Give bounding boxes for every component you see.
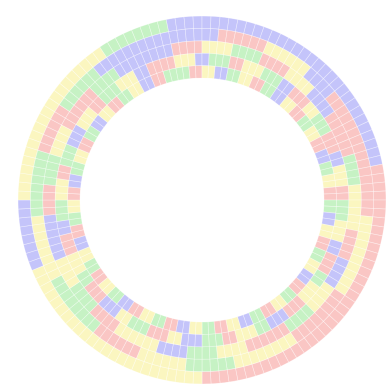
track-5-segment	[67, 205, 81, 214]
track-5-segment	[207, 321, 216, 335]
track-2-segment	[209, 358, 220, 372]
track-3-segment	[193, 40, 203, 54]
track-4-segment	[201, 52, 210, 67]
track-4-segment	[194, 333, 203, 348]
track-1-segment	[371, 172, 386, 184]
track-1-segment	[17, 181, 32, 192]
track-4-segment	[335, 192, 350, 201]
track-5-segment	[195, 321, 203, 335]
track-3-segment	[201, 40, 211, 54]
track-2-segment	[184, 358, 195, 372]
track-5-segment	[168, 67, 179, 83]
track-1-segment	[373, 190, 387, 201]
track-1-segment	[201, 15, 212, 29]
track-2-segment	[184, 28, 195, 42]
track-5-segment	[323, 199, 337, 207]
track-5-segment	[323, 186, 337, 195]
tracks-layer	[17, 15, 387, 385]
track-5-segment	[195, 65, 203, 79]
track-2-segment	[193, 28, 203, 42]
track-1-segment	[17, 190, 31, 201]
track-2-segment	[30, 191, 44, 201]
track-3-segment	[348, 191, 362, 201]
track-3-segment	[178, 41, 188, 56]
track-2	[30, 28, 374, 372]
track-3-segment	[42, 191, 56, 201]
track-1-segment	[183, 15, 194, 30]
track-1-segment	[17, 199, 31, 210]
track-4-segment	[335, 199, 350, 208]
track-2-segment	[30, 182, 44, 193]
track-4-segment	[187, 53, 196, 67]
track-2-segment	[176, 28, 187, 43]
track-4-segment	[194, 52, 203, 67]
track-1-segment	[201, 371, 212, 385]
track-5	[67, 65, 337, 335]
track-2-segment	[209, 28, 220, 42]
track-2-segment	[201, 358, 211, 372]
track-3	[42, 40, 362, 360]
track-2-segment	[30, 199, 44, 209]
track-4-segment	[335, 185, 349, 194]
track-4-segment	[54, 199, 69, 208]
track-2-segment	[360, 182, 374, 193]
track-2-segment	[30, 207, 44, 218]
track-1-segment	[17, 208, 32, 219]
track-4-segment	[55, 206, 69, 215]
track-3-segment	[346, 176, 361, 186]
track-3-segment	[42, 206, 57, 216]
track-3-segment	[347, 184, 362, 194]
track-3-segment	[348, 199, 362, 209]
track-3-segment	[42, 199, 56, 209]
track-1-segment	[372, 181, 387, 192]
track-2-segment	[360, 207, 374, 218]
track-5-segment	[323, 193, 337, 201]
track-2-segment	[30, 215, 45, 226]
track-1-segment	[192, 15, 203, 29]
track-4-segment	[208, 333, 217, 347]
track-3-segment	[193, 346, 203, 360]
track-4-segment	[201, 333, 210, 348]
track-1-segment	[18, 216, 33, 228]
track-3-segment	[43, 214, 58, 224]
track-2-segment	[193, 358, 203, 372]
track-2-segment	[360, 191, 374, 201]
track-1-segment	[372, 208, 387, 219]
track-3-segment	[208, 345, 218, 360]
track-5-segment	[188, 65, 197, 79]
track-5-segment	[67, 193, 81, 201]
track-3-segment	[186, 40, 196, 55]
track-1-segment	[174, 16, 186, 31]
track-4-segment	[54, 192, 69, 201]
track-3-segment	[216, 344, 226, 359]
track-1-segment	[192, 371, 203, 385]
track-5-segment	[67, 199, 81, 207]
track-2-segment	[217, 357, 228, 372]
track-5-segment	[201, 321, 209, 335]
track-1-segment	[218, 369, 230, 384]
track-4	[54, 52, 350, 348]
track-2-segment	[201, 28, 211, 42]
track-2-segment	[359, 174, 374, 185]
track-3-segment	[201, 346, 211, 360]
track-1-segment	[183, 370, 194, 385]
track-1-segment	[373, 199, 387, 210]
track-5-segment	[201, 65, 209, 79]
track-1-segment	[210, 370, 221, 385]
track-1-segment	[210, 15, 221, 30]
track-2-segment	[360, 199, 374, 209]
